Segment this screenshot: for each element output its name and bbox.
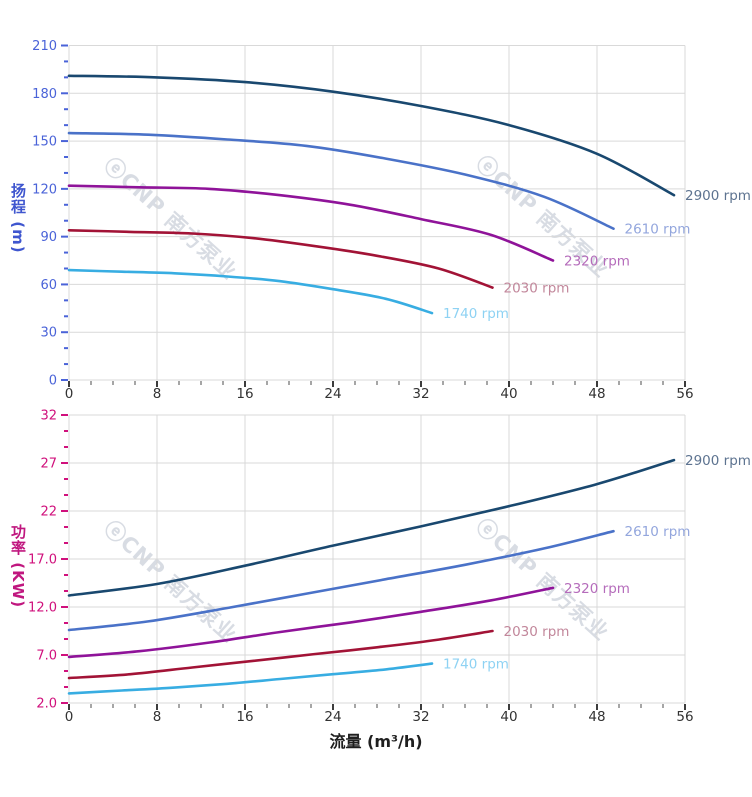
y-tick-label: 60 — [40, 278, 57, 293]
curve-label-2320-rpm: 2320 rpm — [564, 254, 630, 270]
x-tick-label: 40 — [500, 386, 517, 402]
x-tick-label: 48 — [588, 709, 605, 725]
curve-label-1740-rpm: 1740 rpm — [443, 306, 509, 322]
flow-axis-title: 流量 (m³/h) — [329, 732, 423, 751]
x-tick-label: 48 — [588, 386, 605, 402]
y-tick-label: 22 — [40, 505, 57, 520]
x-tick-label: 0 — [65, 709, 74, 725]
curve-1740-rpm — [67, 662, 434, 695]
y-tick-label: 210 — [32, 39, 57, 54]
y-tick-label: 180 — [32, 87, 57, 102]
curve-2320-rpm — [67, 184, 555, 262]
curve-2610-rpm — [67, 131, 615, 230]
curve-label-2320-rpm: 2320 rpm — [564, 581, 630, 597]
head-axis-title: 扬程 (m) — [9, 183, 27, 254]
curve-2900-rpm — [67, 74, 676, 197]
y-tick-label: 32 — [40, 409, 57, 424]
y-tick-label: 27 — [40, 457, 57, 472]
curve-label-2610-rpm: 2610 rpm — [625, 222, 691, 238]
x-tick-label: 16 — [236, 386, 253, 402]
x-tick-label: 32 — [412, 386, 429, 402]
x-tick-label: 40 — [500, 709, 517, 725]
y-tick-label: 17.0 — [28, 553, 57, 568]
y-tick-label: 30 — [40, 326, 57, 341]
x-tick-label: 56 — [676, 386, 693, 402]
curve-2320-rpm — [67, 586, 555, 659]
x-tick-label: 0 — [65, 386, 74, 402]
curve-1740-rpm — [67, 268, 434, 315]
x-tick-label: 16 — [236, 709, 253, 725]
curve-label-1740-rpm: 1740 rpm — [443, 657, 509, 673]
curve-2610-rpm — [67, 529, 615, 632]
curve-label-2610-rpm: 2610 rpm — [625, 524, 691, 540]
curve-2030-rpm — [67, 629, 494, 680]
curve-2030-rpm — [67, 228, 494, 289]
y-tick-label: 12.0 — [28, 601, 57, 616]
y-tick-label: 150 — [32, 135, 57, 150]
x-tick-label: 24 — [324, 386, 341, 402]
y-tick-label: 7.0 — [36, 649, 57, 664]
y-tick-label: 0 — [49, 374, 57, 389]
curve-label-2030-rpm: 2030 rpm — [504, 281, 570, 297]
x-tick-label: 8 — [153, 709, 162, 725]
x-tick-label: 24 — [324, 709, 341, 725]
curve-2900-rpm — [67, 458, 676, 597]
power-axis-title: 功率 (KW) — [9, 524, 27, 609]
x-tick-label: 56 — [676, 709, 693, 725]
x-tick-label: 32 — [412, 709, 429, 725]
x-tick-label: 8 — [153, 386, 162, 402]
curve-label-2900-rpm: 2900 rpm — [685, 188, 751, 204]
y-tick-label: 120 — [32, 182, 57, 197]
y-tick-label: 2.0 — [36, 697, 57, 712]
curve-label-2030-rpm: 2030 rpm — [504, 624, 570, 640]
y-tick-label: 90 — [40, 230, 57, 245]
curve-label-2900-rpm: 2900 rpm — [685, 453, 751, 469]
